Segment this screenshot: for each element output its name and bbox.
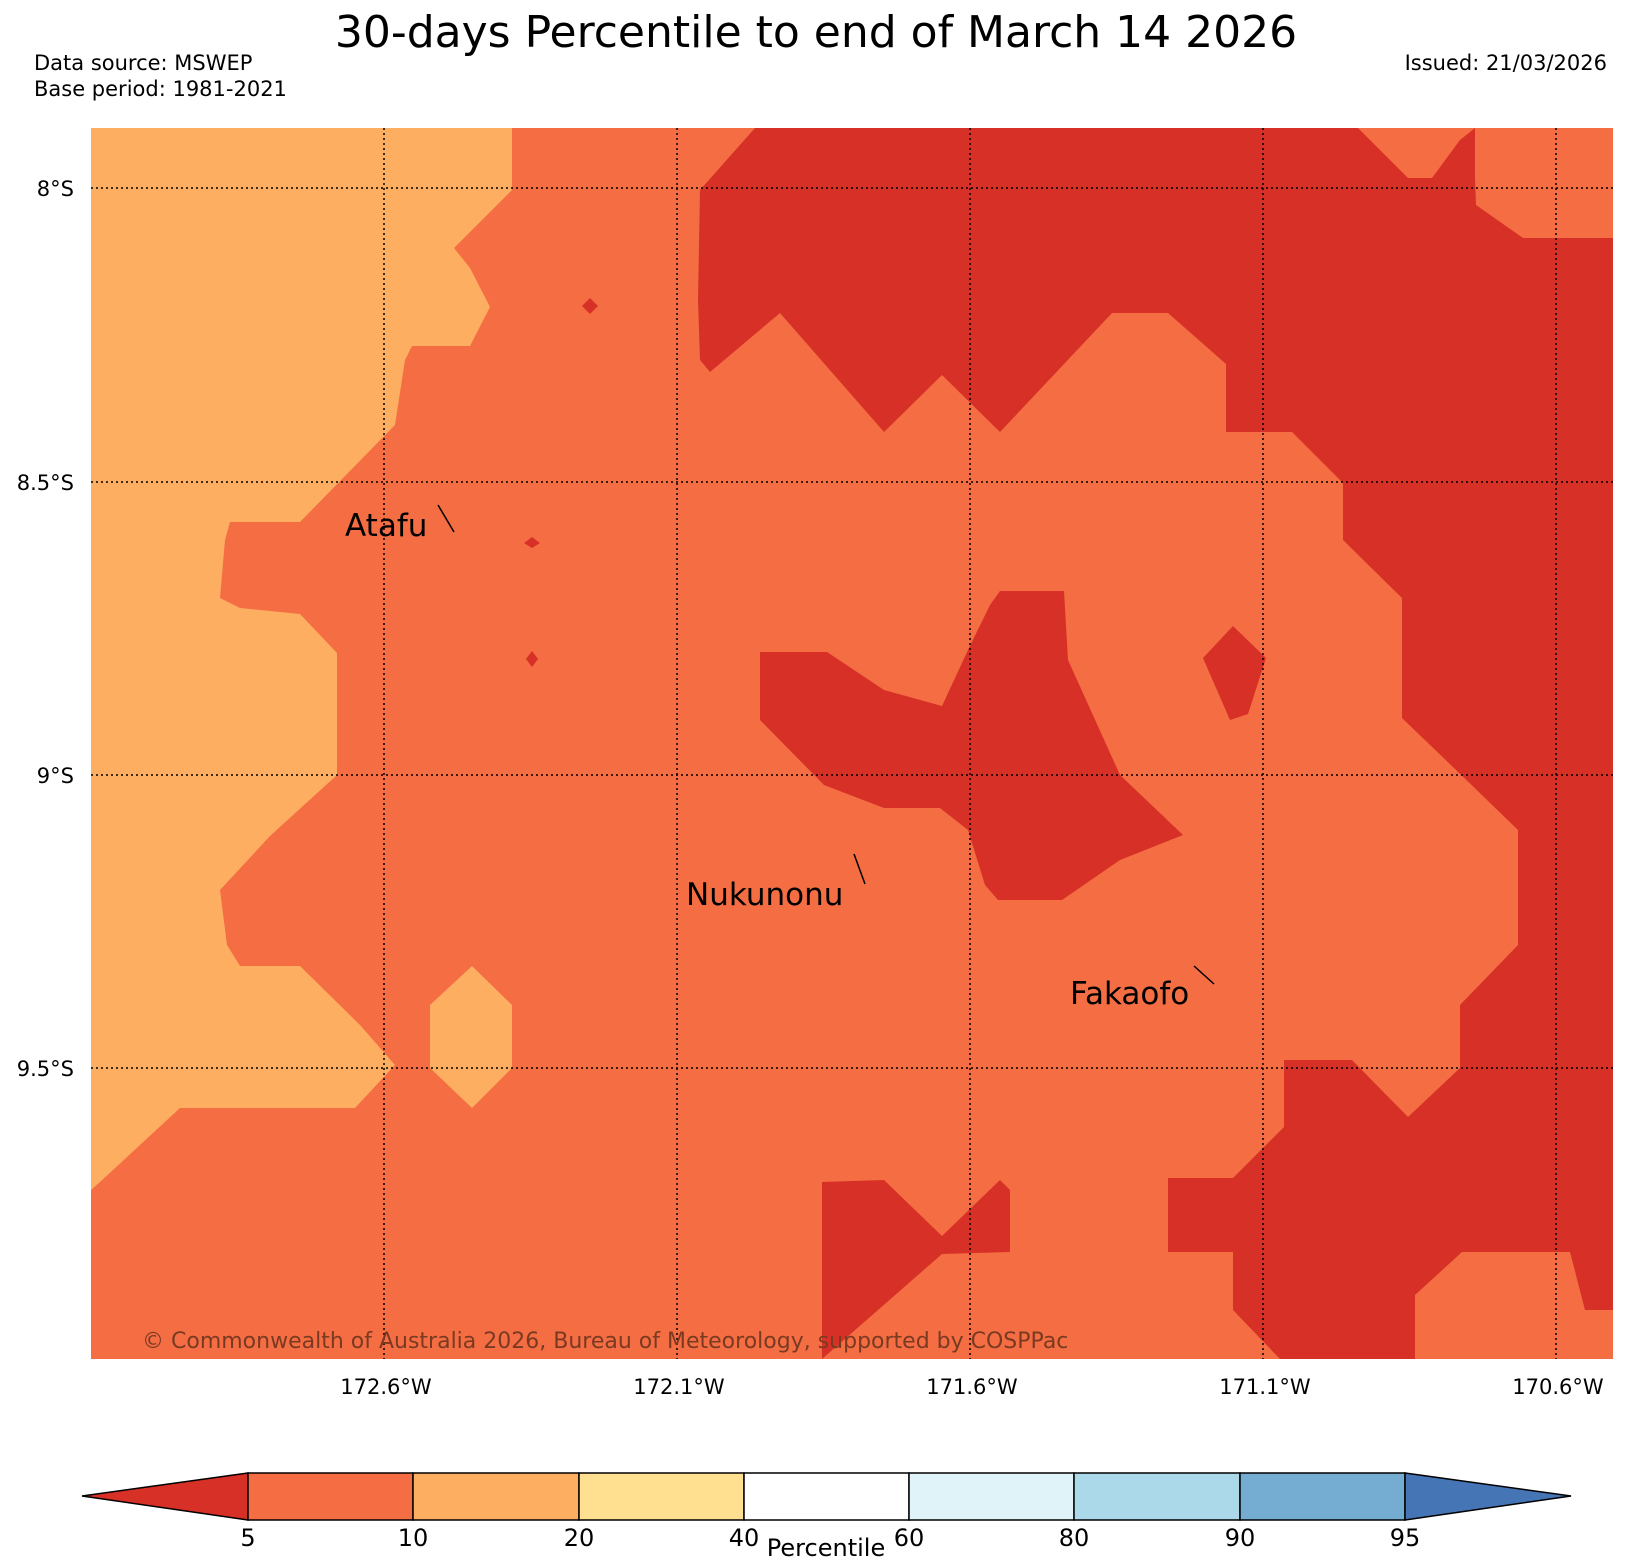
region-lt5-center: [760, 591, 1183, 900]
lat-label: 8°S: [37, 177, 74, 201]
colorbar-bin-5-10: [247, 1472, 414, 1521]
place-label-atafu: Atafu: [345, 508, 427, 544]
colorbar: [81, 1472, 1572, 1521]
colorbar-bin-80-90: [1073, 1472, 1241, 1521]
colorbar-label: Percentile: [767, 1534, 885, 1562]
region-lt5-dot-1: [582, 298, 598, 314]
region-10-20-west: [91, 128, 512, 1190]
colorbar-extend-high: [1404, 1472, 1572, 1521]
issued-date: Issued: 21/03/2026: [1404, 51, 1607, 75]
region-lt5-dot-3: [526, 651, 538, 667]
lon-label: 170.6°W: [1512, 1375, 1604, 1399]
region-10-20-patch: [430, 966, 512, 1108]
nukunonu-marker-line: [853, 853, 866, 885]
copyright-notice: © Commonwealth of Australia 2026, Bureau…: [142, 1329, 1068, 1354]
region-lt5-dot-2: [524, 537, 540, 548]
colorbar-bin-20-40: [578, 1472, 745, 1521]
lon-label: 172.6°W: [340, 1375, 432, 1399]
region-lt5-east-blob: [1203, 626, 1266, 720]
map-title: 30-days Percentile to end of March 14 20…: [334, 7, 1298, 58]
colorbar-tick: 40: [729, 1524, 760, 1552]
lon-label: 171.6°W: [926, 1375, 1018, 1399]
colorbar-tick: 90: [1225, 1524, 1256, 1552]
colorbar-bin-10-20: [412, 1472, 580, 1521]
place-label-fakaofo: Fakaofo: [1070, 976, 1189, 1012]
lat-label: 9°S: [37, 764, 74, 788]
place-label-nukunonu: Nukunonu: [686, 877, 843, 913]
atafu-marker-line: [437, 504, 455, 533]
lat-label: 9.5°S: [17, 1057, 74, 1081]
colorbar-bin-90-95: [1239, 1472, 1406, 1521]
source-info: Data source: MSWEP Base period: 1981-202…: [34, 50, 287, 102]
graticule: [91, 128, 1613, 1359]
colorbar-extend-low: [81, 1472, 249, 1521]
region-lt5-south: [822, 1180, 1010, 1359]
colorbar-tick: 80: [1059, 1524, 1090, 1552]
lat-label: 8.5°S: [17, 471, 74, 495]
colorbar-tick: 5: [240, 1524, 255, 1552]
lon-label: 172.1°W: [633, 1375, 725, 1399]
colorbar-ticks: 5 10 20 40 60 80 90 95: [240, 1524, 1420, 1552]
colorbar-tick: 10: [398, 1524, 429, 1552]
data-source: Data source: MSWEP: [34, 51, 253, 75]
colorbar-bin-60-80: [908, 1472, 1075, 1521]
colorbar-tick: 95: [1390, 1524, 1421, 1552]
colorbar-tick: 60: [894, 1524, 925, 1552]
lon-label: 171.1°W: [1219, 1375, 1311, 1399]
base-period: Base period: 1981-2021: [34, 77, 287, 101]
region-lt5-north: [698, 128, 1613, 1359]
fakaofo-marker-line: [1193, 965, 1215, 985]
colorbar-tick: 20: [564, 1524, 595, 1552]
colorbar-bin-40-60: [743, 1472, 910, 1521]
percentile-map: [91, 128, 1613, 1359]
